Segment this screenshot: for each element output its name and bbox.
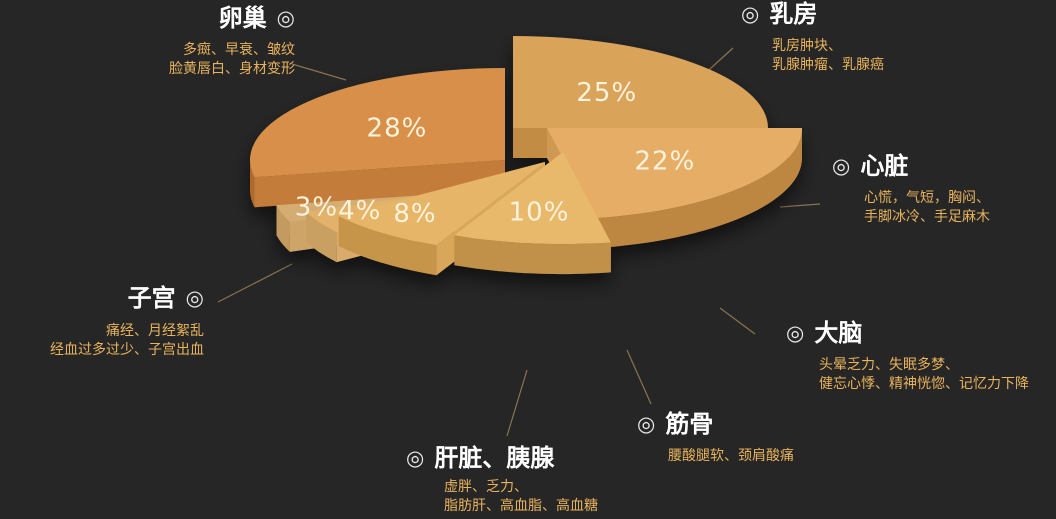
slice-percent-label: 3% <box>295 192 338 222</box>
leader-line <box>291 63 347 81</box>
callout-bones-title-row: ◎ 筋骨 <box>637 410 794 438</box>
slice-percent-label: 10% <box>509 197 570 227</box>
leader-line <box>626 349 652 405</box>
slice-side <box>305 211 337 263</box>
desc-line: 心慌，气短，胸闷、 <box>864 190 990 206</box>
target-icon: ◎ <box>637 412 656 436</box>
callout-liver-desc: 虚胖、乏力、 脂肪肝、高血脂、高血糖 <box>444 478 598 516</box>
leader-line <box>217 263 293 303</box>
slice-side <box>454 235 611 274</box>
target-icon: ◎ <box>741 2 760 26</box>
callout-brain-title: 大脑 <box>814 319 863 347</box>
callout-brain: ◎ 大脑 头晕乏力、失眠多梦、 健忘心悸、精神恍惚、记忆力下降 <box>786 319 1029 394</box>
slice-percent-label: 8% <box>393 199 436 229</box>
target-icon: ◎ <box>406 446 425 470</box>
callout-uterus-title: 子宫 <box>127 284 176 312</box>
callout-bones-desc: 腰酸腿软、颈肩酸痛 <box>668 447 794 466</box>
slice-wall-start <box>254 160 505 208</box>
slice-side <box>338 216 437 276</box>
callout-ovary: 卵巢 ◎ 多癍、早衰、皱纹 脸黄唇白、身材变形 <box>169 4 295 79</box>
target-icon: ◎ <box>185 286 204 310</box>
callout-liver-title: 肝脏、胰腺 <box>434 444 555 472</box>
callout-brain-desc: 头晕乏力、失眠多梦、 健忘心悸、精神恍惚、记忆力下降 <box>819 356 1029 394</box>
desc-line: 健忘心悸、精神恍惚、记忆力下降 <box>819 376 1029 392</box>
callout-liver-title-row: ◎ 肝脏、胰腺 <box>406 444 598 472</box>
desc-line: 脸黄唇白、身材变形 <box>169 61 295 77</box>
leader-line <box>506 369 528 437</box>
callout-heart-title-row: ◎ 心脏 <box>832 152 990 180</box>
callout-bones-title: 筋骨 <box>665 410 714 438</box>
desc-line: 脂肪肝、高血脂、高血糖 <box>444 498 598 514</box>
target-icon: ◎ <box>832 154 851 178</box>
pie-slice <box>250 68 505 208</box>
slice-percent-label: 4% <box>338 196 381 226</box>
callout-uterus: 子宫 ◎ 痛经、月经絮乱 经血过多过少、子宫出血 <box>50 284 204 360</box>
callout-breast-desc: 乳房肿块、 乳腺肿瘤、乳腺癌 <box>772 37 884 75</box>
slice-side <box>594 128 803 249</box>
slice-percent-label: 28% <box>367 114 428 144</box>
callout-uterus-title-row: 子宫 ◎ <box>50 284 204 312</box>
callout-breast-title-row: ◎ 乳房 <box>741 0 884 28</box>
desc-line: 痛经、月经絮乱 <box>106 323 204 339</box>
desc-line: 经血过多过少、子宫出血 <box>50 342 204 358</box>
callout-heart-desc: 心慌，气短，胸闷、 手脚冰冷、手足麻木 <box>864 189 990 227</box>
desc-line: 乳腺肿瘤、乳腺癌 <box>772 57 884 73</box>
slice-top <box>513 36 768 128</box>
callout-breast-title: 乳房 <box>769 0 818 28</box>
slice-top <box>547 128 803 219</box>
slice-top <box>454 152 611 244</box>
leader-line <box>719 307 756 335</box>
callout-ovary-desc: 多癍、早衰、皱纹 脸黄唇白、身材变形 <box>169 41 295 79</box>
callout-heart: ◎ 心脏 心慌，气短，胸闷、 手脚冰冷、手足麻木 <box>832 152 990 227</box>
callout-liver-pancreas: ◎ 肝脏、胰腺 虚胖、乏力、 脂肪肝、高血脂、高血糖 <box>406 444 598 516</box>
target-icon: ◎ <box>276 6 295 30</box>
callout-breast: ◎ 乳房 乳房肿块、 乳腺肿瘤、乳腺癌 <box>741 0 884 75</box>
callout-bones: ◎ 筋骨 腰酸腿软、颈肩酸痛 <box>637 410 794 466</box>
desc-line: 腰酸腿软、颈肩酸痛 <box>668 448 794 464</box>
leader-line <box>779 203 821 208</box>
callout-ovary-title: 卵巢 <box>218 4 267 32</box>
pie-slice <box>454 152 611 274</box>
desc-line: 头晕乏力、失眠多梦、 <box>819 357 959 373</box>
target-icon: ◎ <box>786 321 805 345</box>
desc-line: 虚胖、乏力、 <box>444 479 528 495</box>
desc-line: 乳房肿块、 <box>772 38 842 54</box>
callout-heart-title: 心脏 <box>860 152 909 180</box>
callout-ovary-title-row: 卵巢 ◎ <box>169 4 295 32</box>
callout-brain-title-row: ◎ 大脑 <box>786 319 1029 347</box>
slice-side <box>276 205 290 252</box>
slice-percent-label: 22% <box>634 146 695 176</box>
slice-top <box>250 68 505 178</box>
slice-percent-label: 25% <box>576 78 637 108</box>
desc-line: 多癍、早衰、皱纹 <box>183 42 295 58</box>
desc-line: 手脚冰冷、手足麻木 <box>864 209 990 225</box>
slice-top <box>338 162 545 246</box>
slice-side <box>250 161 255 208</box>
callout-uterus-desc: 痛经、月经絮乱 经血过多过少、子宫出血 <box>50 322 204 360</box>
